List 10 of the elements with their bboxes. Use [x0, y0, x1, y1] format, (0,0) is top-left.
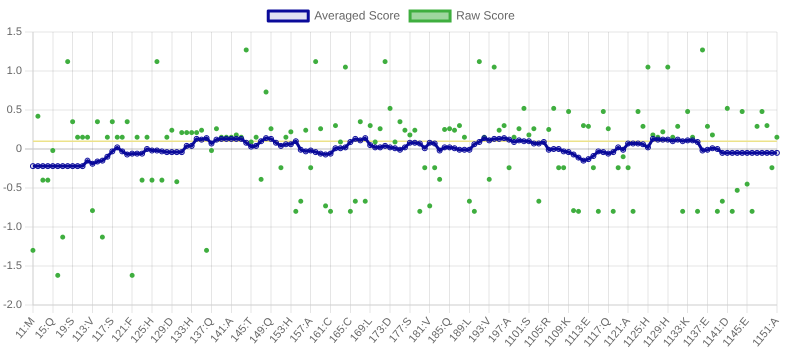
- y-tick-label: 0: [16, 143, 22, 156]
- y-tick-label: -1.0: [2, 221, 22, 234]
- y-tick-label: -2.0: [2, 299, 22, 311]
- y-tick-label: -0.5: [2, 182, 22, 194]
- legend-label: Raw Score: [456, 8, 516, 22]
- y-tick-label: 1.0: [6, 65, 22, 78]
- legend-label: Averaged Score: [314, 8, 400, 22]
- y-tick-label: 1.5: [6, 26, 22, 38]
- y-tick-label: 0.5: [6, 104, 22, 116]
- y-tick-label: -1.5: [2, 260, 22, 272]
